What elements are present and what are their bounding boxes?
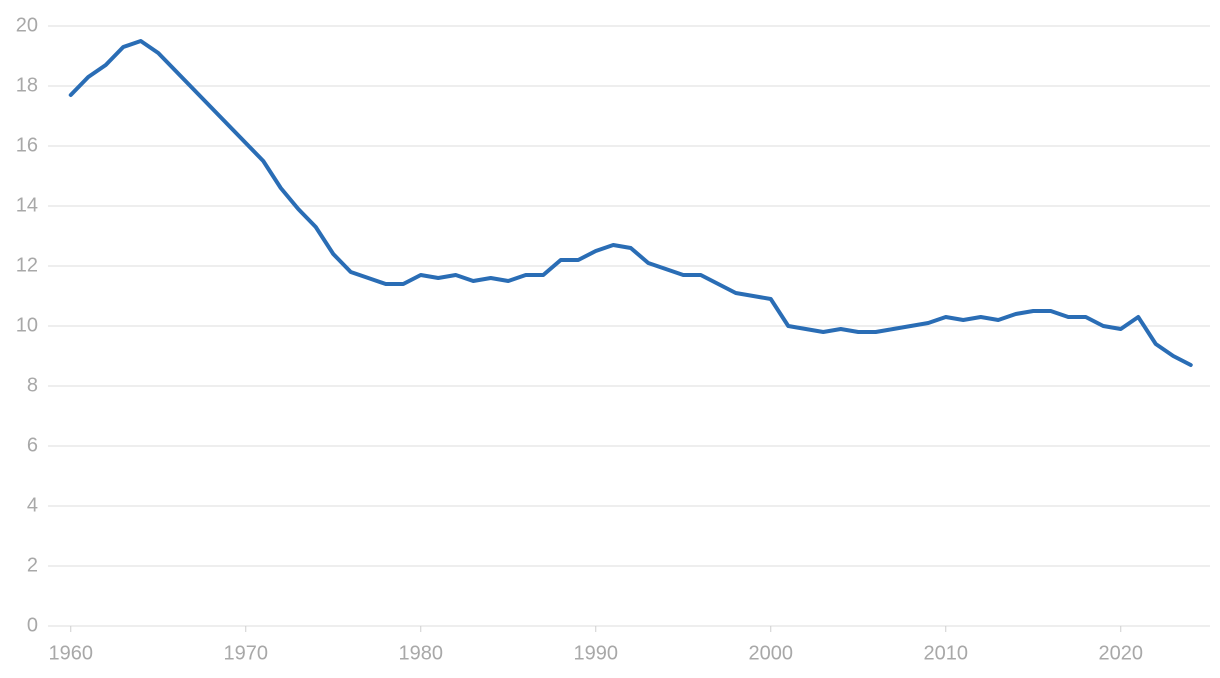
y-tick-label: 2 (27, 554, 38, 576)
x-tick-label: 2000 (749, 642, 794, 664)
y-tick-label: 14 (16, 194, 38, 216)
x-tick-label: 2020 (1099, 642, 1144, 664)
x-tick-label: 1960 (49, 642, 94, 664)
data-line (68, 39, 1193, 367)
y-tick-label: 0 (27, 614, 38, 636)
y-tick-label: 6 (27, 434, 38, 456)
x-tick-label: 1980 (399, 642, 444, 664)
x-tick-label: 2010 (924, 642, 969, 664)
x-tick-label: 1990 (574, 642, 619, 664)
y-tick-label: 16 (16, 134, 38, 156)
y-tick-label: 12 (16, 254, 38, 276)
y-tick-label: 10 (16, 314, 38, 336)
y-tick-label: 18 (16, 74, 38, 96)
y-tick-label: 8 (27, 374, 38, 396)
y-tick-label: 20 (16, 14, 38, 36)
y-tick-label: 4 (27, 494, 38, 516)
x-tick-label: 1970 (224, 642, 269, 664)
